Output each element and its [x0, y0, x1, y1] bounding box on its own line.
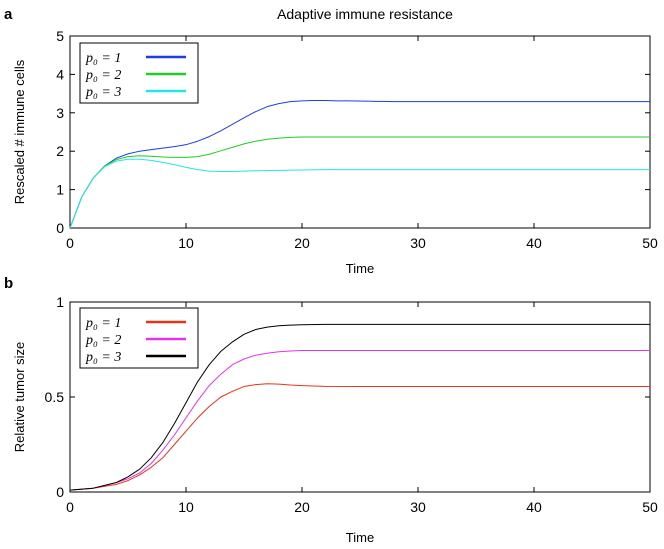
panel-a-legend: p₀ = 1 p₀ = 2 p₀ = 3: [79, 42, 199, 104]
y-tick-label: 4: [56, 66, 64, 82]
x-tick-label: 20: [294, 235, 310, 251]
series-line-p0-2: [69, 349, 650, 491]
legend-label-p0-2: p₀ = 2: [85, 68, 121, 83]
panel-b: b 0 10 20 30 40 50 00.51 Time Relative tumor …: [4, 275, 658, 545]
y-tick-label: 0: [56, 220, 64, 236]
panel-a-x-axis-label: Time: [346, 261, 374, 276]
panel-b-y-axis-label: Relative tumor size: [12, 342, 27, 453]
panel-a-x-ticks: 0 10 20 30 40 50: [66, 36, 658, 251]
x-tick-label: 40: [526, 499, 542, 515]
legend-label-p0-2: p₀ = 2: [85, 333, 121, 348]
y-tick-label: 0: [56, 484, 64, 500]
series-line-p0-1: [69, 383, 650, 491]
panel-a: a Adaptive immune resistance 0 10 20 30 40 50…: [4, 6, 658, 276]
panel-b-x-ticks: 0 10 20 30 40 50: [66, 302, 658, 515]
series-line-p0-3: [69, 158, 650, 229]
panel-b-x-axis-label: Time: [346, 530, 374, 545]
x-tick-label: 0: [66, 235, 74, 251]
legend-label-p0-3: p₀ = 3: [85, 85, 121, 100]
panel-b-label: b: [4, 275, 13, 292]
y-tick-label: 1: [56, 182, 64, 198]
panel-a-y-ticks: 0 1 2 3 4 5: [56, 28, 650, 236]
x-tick-label: 10: [178, 235, 194, 251]
panel-b-series: [69, 323, 650, 491]
series-line-p0-3: [69, 323, 650, 491]
panel-a-y-axis-label: Rescaled # immune cells: [12, 59, 27, 204]
y-tick-label: 5: [56, 28, 64, 44]
series-line-p0-2: [69, 136, 650, 229]
x-tick-label: 10: [178, 499, 194, 515]
panel-a-series: [69, 100, 650, 229]
series-line-p0-1: [69, 100, 650, 229]
legend-label-p0-3: p₀ = 3: [85, 350, 121, 365]
panel-a-label: a: [4, 6, 13, 23]
x-tick-label: 20: [294, 499, 310, 515]
y-tick-label: 0.5: [45, 389, 65, 405]
panel-a-plot-frame: [69, 35, 651, 229]
y-tick-label: 1: [56, 294, 64, 310]
legend-label-p0-1: p₀ = 1: [85, 316, 121, 331]
x-tick-label: 50: [642, 235, 658, 251]
panel-b-legend: p₀ = 1 p₀ = 2 p₀ = 3: [79, 307, 199, 369]
x-tick-label: 0: [66, 499, 74, 515]
panel-b-y-ticks: 00.51: [45, 294, 650, 500]
y-tick-label: 2: [56, 143, 64, 159]
x-tick-label: 30: [410, 499, 426, 515]
x-tick-label: 50: [642, 499, 658, 515]
x-tick-label: 30: [410, 235, 426, 251]
legend-label-p0-1: p₀ = 1: [85, 51, 121, 66]
panel-a-title: Adaptive immune resistance: [277, 6, 453, 22]
y-tick-label: 3: [56, 105, 64, 121]
x-tick-label: 40: [526, 235, 542, 251]
